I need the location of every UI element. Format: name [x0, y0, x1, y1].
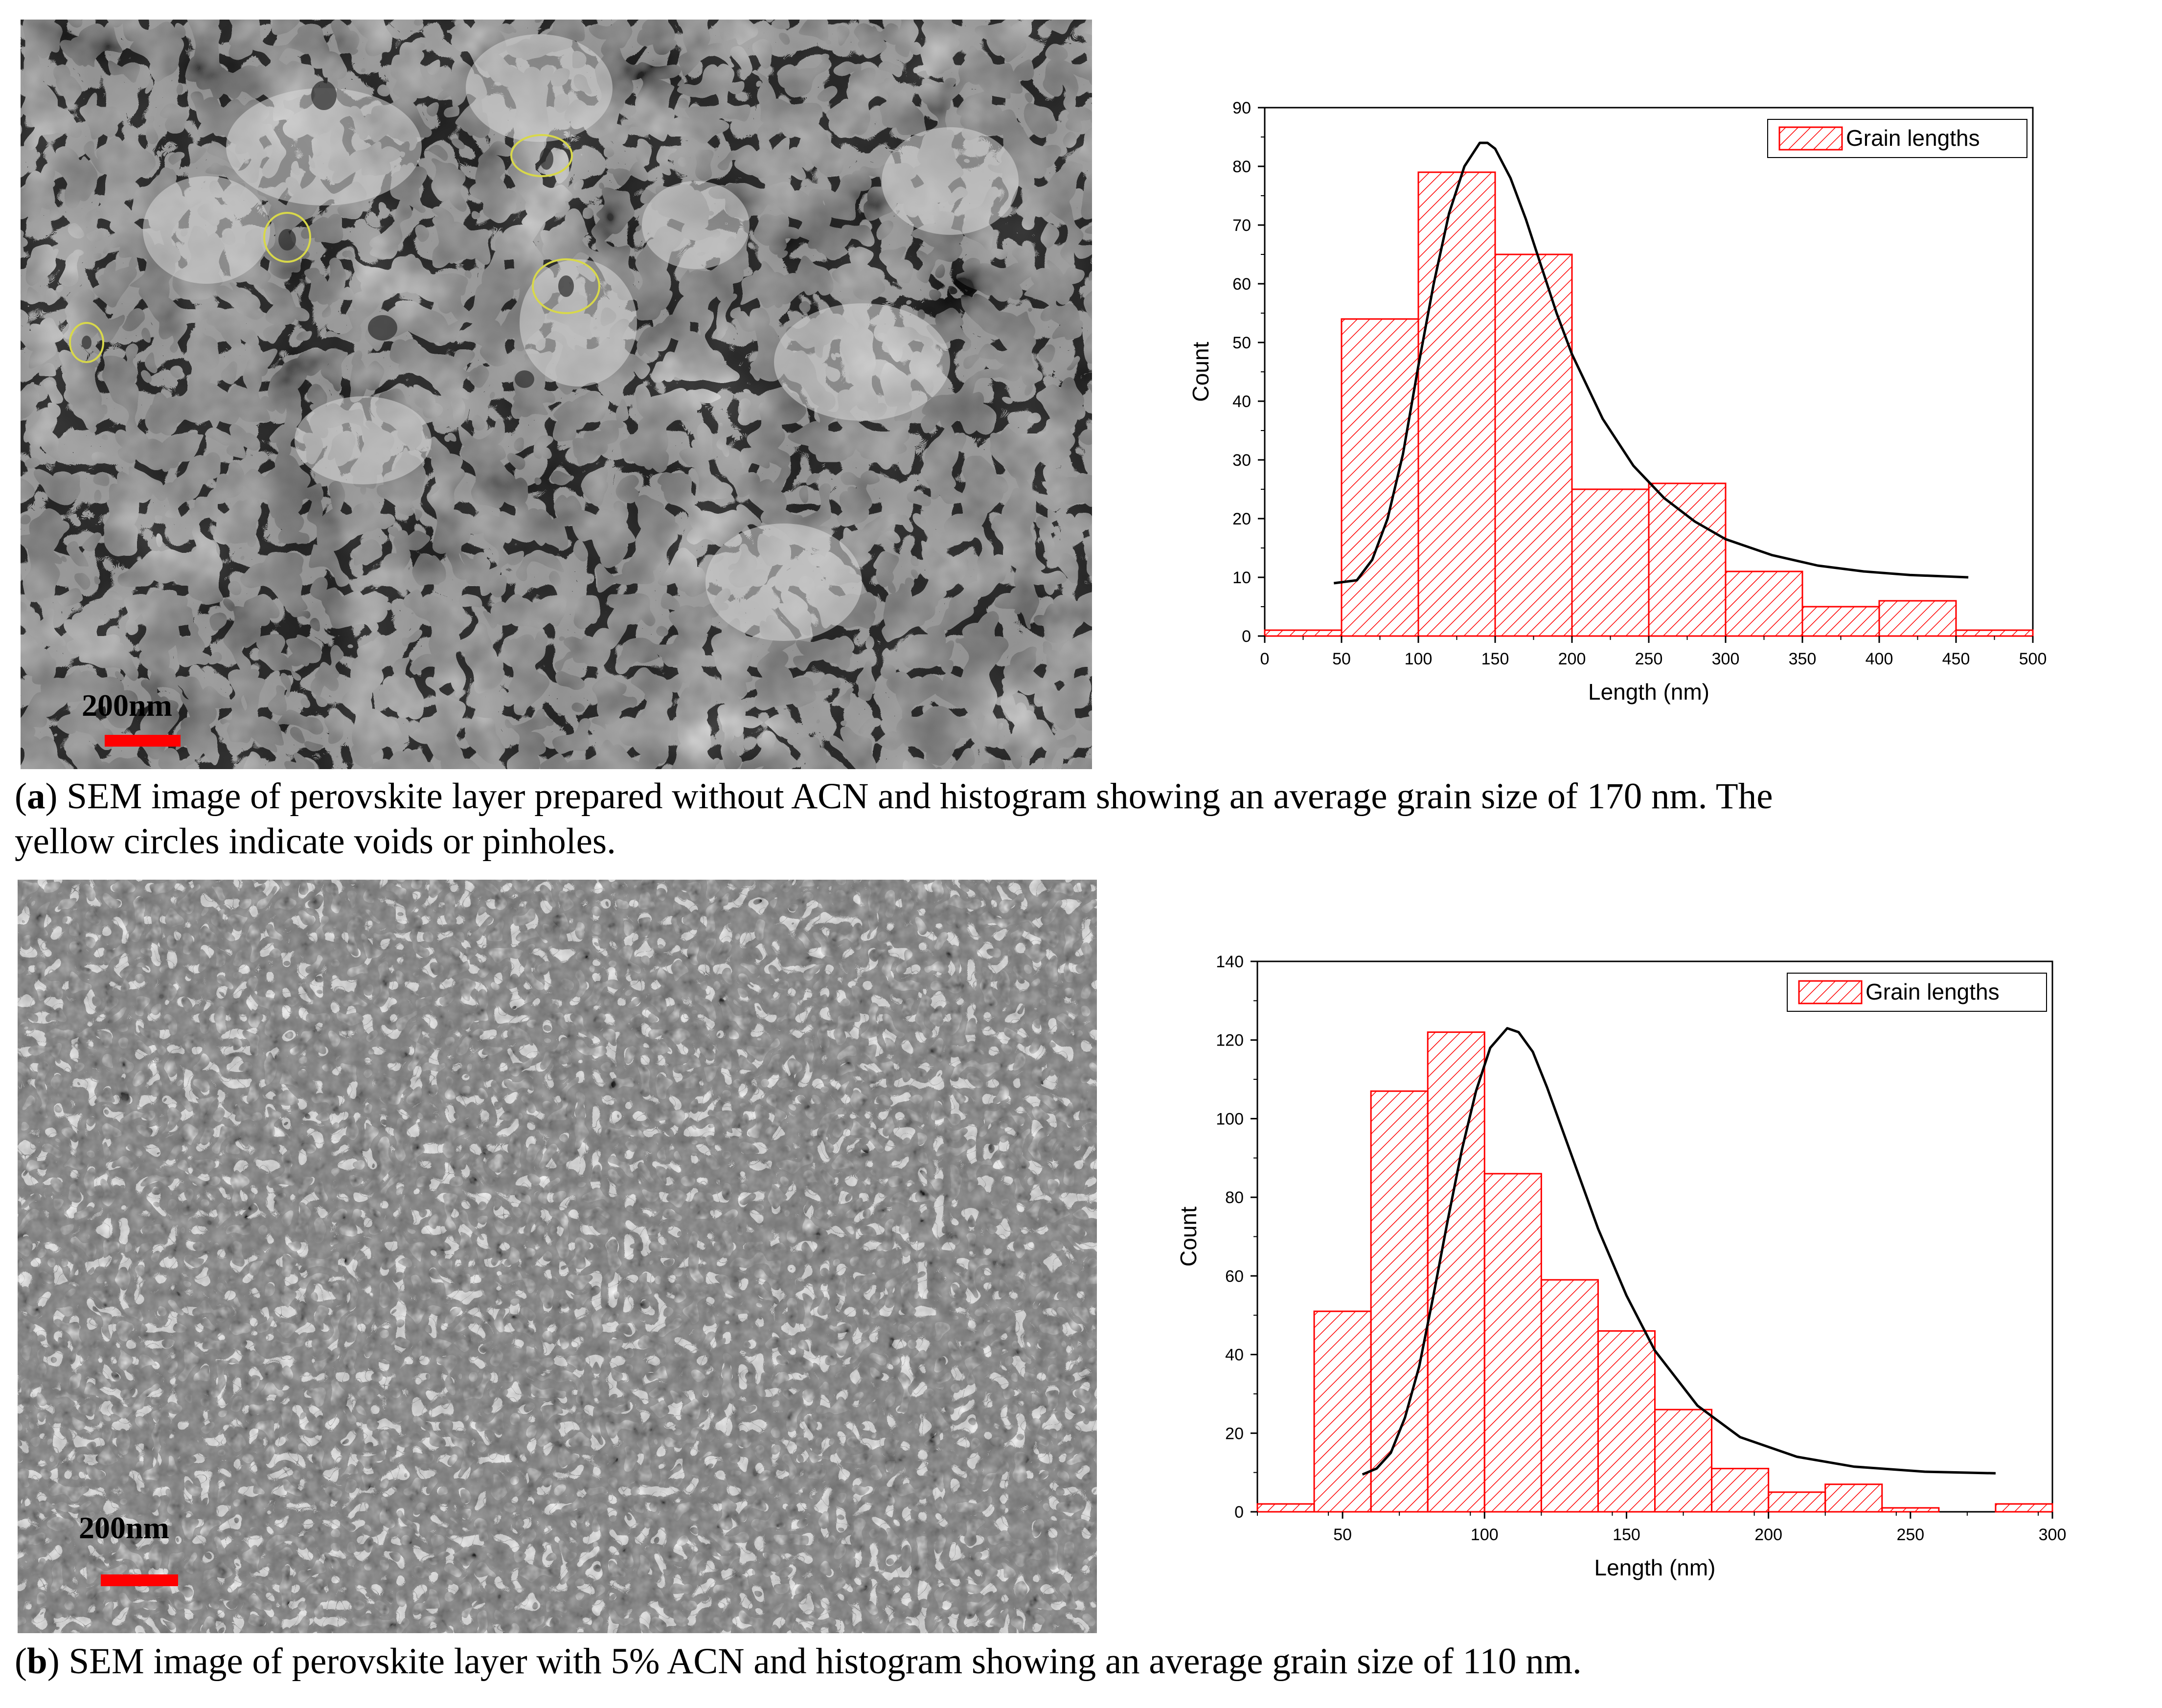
x-tick-label: 100: [1405, 650, 1433, 668]
pinhole-circle: [69, 322, 104, 363]
histogram-bar: [1571, 488, 1650, 637]
scale-bar-label-b: 200nm: [79, 1510, 169, 1545]
histogram-bar: [1540, 1279, 1599, 1513]
scale-bar-a: [105, 735, 181, 747]
x-axis-label: Length (nm): [1594, 1555, 1715, 1580]
y-tick-label: 60: [1225, 1267, 1244, 1286]
histogram-b: 50 100 150 200 250 300 0 20 40 60 80 100 120 140 Lengt…: [1164, 953, 2074, 1590]
y-tick-label: 60: [1232, 275, 1251, 294]
x-tick-label: 400: [1866, 650, 1893, 668]
histogram-bar: [1417, 171, 1496, 637]
y-tick-label: 0: [1242, 627, 1251, 646]
x-tick-label: 150: [1481, 650, 1509, 668]
pinhole-circles: [69, 134, 600, 363]
x-tick-label: 500: [2019, 650, 2047, 668]
legend-swatch: [1798, 980, 1863, 1004]
x-tick-label: 200: [1558, 650, 1586, 668]
histogram-bar: [1881, 1507, 1940, 1513]
x-tick-label: 200: [1754, 1526, 1782, 1544]
x-tick-label: 450: [1942, 650, 1970, 668]
histogram-bar: [1341, 318, 1419, 637]
x-tick-label: 300: [2039, 1526, 2067, 1544]
y-tick-label: 100: [1216, 1110, 1244, 1128]
y-tick-label: 10: [1232, 569, 1251, 587]
histogram-bar: [1801, 606, 1880, 637]
caption-b: (b) SEM image of perovskite layer with 5…: [15, 1641, 1582, 1682]
y-tick-label: 90: [1232, 99, 1251, 117]
y-tick-label: 80: [1232, 158, 1251, 176]
histogram-bar: [1654, 1409, 1713, 1513]
histogram-a: 0 50 100 150 200 250 300 350 400 450 500 0 10 20 30 40 5…: [1164, 88, 2074, 724]
y-tick-label: 0: [1234, 1503, 1244, 1522]
y-tick-label: 30: [1232, 451, 1251, 470]
y-tick-label: 70: [1232, 216, 1251, 235]
histogram-bar: [1427, 1031, 1485, 1513]
y-tick-label: 20: [1225, 1424, 1244, 1443]
x-tick-label: 150: [1613, 1526, 1640, 1544]
y-tick-label: 40: [1225, 1346, 1244, 1365]
histogram-bar: [1768, 1491, 1826, 1513]
histogram-b-svg: 50 100 150 200 250 300 0 20 40 60 80 100 120 140 Lengt…: [1176, 953, 2067, 1580]
fit-curve: [1362, 1027, 1996, 1476]
histogram-bar: [1648, 482, 1727, 637]
x-tick-label: 300: [1712, 650, 1740, 668]
legend-label: Grain lengths: [1866, 979, 2000, 1004]
fit-curve: [1333, 141, 1969, 585]
histogram-bar: [1725, 570, 1803, 637]
histogram-bar: [1483, 1173, 1542, 1513]
x-tick-label: 50: [1332, 650, 1351, 668]
pinhole-circle: [510, 134, 573, 177]
x-tick-label: 100: [1471, 1526, 1499, 1544]
scale-bar-b: [101, 1574, 178, 1586]
histogram-bar: [1494, 253, 1573, 637]
y-tick-label: 80: [1225, 1188, 1244, 1207]
histogram-bar: [1995, 1503, 2053, 1513]
x-tick-label: 50: [1333, 1526, 1352, 1544]
sem-image-a: 200nm: [21, 20, 1092, 769]
histogram-a-svg: 0 50 100 150 200 250 300 350 400 450 500 0 10 20 30 40 5…: [1188, 99, 2047, 705]
pinhole-circle: [532, 258, 600, 314]
sem-image-b: 200nm: [18, 880, 1097, 1633]
scale-bar-label-a: 200nm: [82, 688, 172, 723]
histogram-bar: [1878, 600, 1957, 637]
caption-a-line2: yellow circles indicate voids or pinhole…: [15, 821, 616, 862]
histogram-bar: [1711, 1468, 1770, 1513]
caption-b-letter: b: [26, 1641, 47, 1682]
y-axis-label: Count: [1176, 1207, 1201, 1267]
x-tick-label: 250: [1896, 1526, 1924, 1544]
caption-a: (a) SEM image of perovskite layer prepar…: [15, 774, 2158, 864]
y-tick-label: 120: [1216, 1031, 1244, 1050]
x-tick-label: 350: [1789, 650, 1817, 668]
histogram-bar: [1955, 629, 2034, 637]
legend-label: Grain lengths: [1846, 125, 1980, 151]
x-axis-label: Length (nm): [1588, 679, 1709, 705]
y-tick-label: 50: [1232, 334, 1251, 352]
x-tick-label: 0: [1260, 650, 1270, 668]
histogram-bar: [1256, 1503, 1315, 1513]
pinhole-circle: [263, 212, 311, 263]
histogram-bar: [1264, 629, 1343, 637]
legend-swatch: [1778, 126, 1843, 151]
y-tick-label: 20: [1232, 510, 1251, 528]
histogram-bar: [1370, 1090, 1429, 1513]
caption-a-line1: SEM image of perovskite layer prepared w…: [67, 776, 1773, 817]
caption-b-text: SEM image of perovskite layer with 5% AC…: [68, 1641, 1582, 1682]
y-axis-label: Count: [1188, 342, 1213, 402]
histogram-bar: [1597, 1330, 1656, 1513]
y-tick-label: 140: [1216, 953, 1244, 971]
histogram-bar: [1824, 1483, 1883, 1513]
y-tick-label: 40: [1232, 392, 1251, 411]
sem-texture-a: [21, 20, 1092, 769]
sem-texture-b: [18, 880, 1097, 1633]
caption-a-letter: a: [26, 776, 46, 817]
histogram-bar: [1313, 1310, 1372, 1513]
x-tick-label: 250: [1635, 650, 1663, 668]
